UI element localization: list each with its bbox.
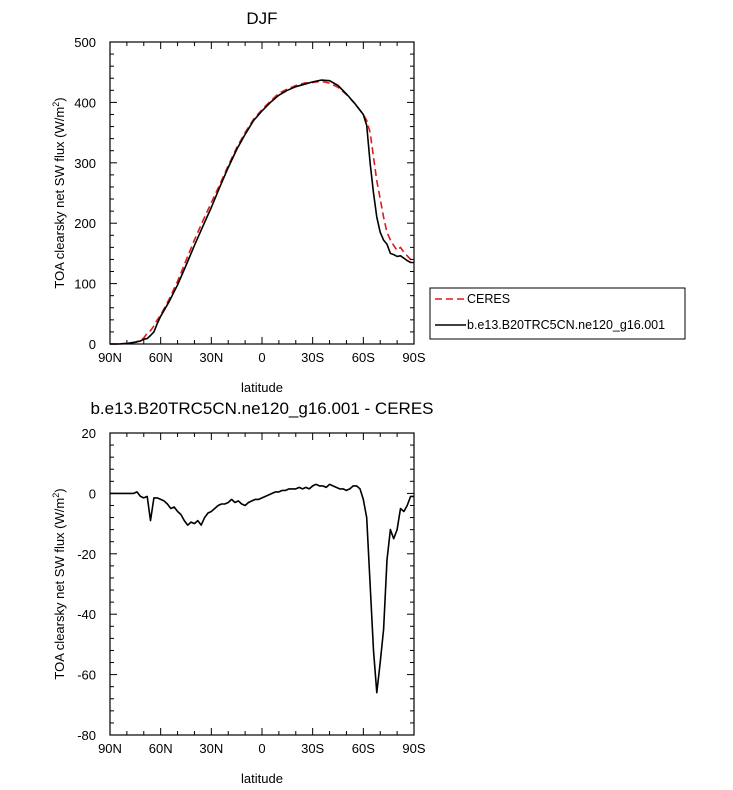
x-tick-label: 0	[258, 350, 265, 365]
x-tick-label: 90S	[402, 350, 425, 365]
y-tick-label: 0	[89, 337, 96, 352]
y-tick-label: 400	[74, 95, 96, 110]
x-tick-label: 30N	[199, 350, 223, 365]
legend-label-model: b.e13.B20TRC5CN.ne120_g16.001	[467, 318, 665, 332]
chart-title: b.e13.B20TRC5CN.ne120_g16.001 - CERES	[90, 399, 433, 418]
legend-box	[429, 287, 686, 340]
legend-label-ceres: CERES	[467, 292, 510, 306]
x-tick-label: 90N	[98, 350, 122, 365]
y-tick-label: 100	[74, 277, 96, 292]
chart-title: DJF	[246, 9, 277, 28]
x-tick-label: 60N	[149, 350, 173, 365]
y-tick-label: 300	[74, 156, 96, 171]
x-tick-label: 30S	[301, 350, 324, 365]
y-tick-label: -20	[77, 547, 96, 562]
y-tick-label: -80	[77, 728, 96, 743]
y-tick-label: 0	[89, 486, 96, 501]
series-line-0	[110, 483, 414, 694]
y-tick-label: 200	[74, 216, 96, 231]
x-tick-label: 30S	[301, 741, 324, 756]
series-line-1	[110, 79, 414, 345]
series-line-0	[110, 80, 415, 345]
series-layer	[110, 79, 415, 345]
legend: CERES b.e13.B20TRC5CN.ne120_g16.001	[429, 287, 686, 340]
y-tick-label: 500	[74, 35, 96, 50]
x-tick-label: 60S	[352, 350, 375, 365]
plot-frame	[109, 432, 415, 736]
x-tick-label: 30N	[199, 741, 223, 756]
difference-panel: b.e13.B20TRC5CN.ne120_g16.001 - CERES 90…	[51, 399, 434, 786]
ticks-layer: 90N 60N 30N 0 30S 60S 90S -80 -60 -40 -20 0 20	[77, 426, 426, 756]
y-axis-label: TOA clearsky net SW flux (W/m2)	[51, 488, 67, 679]
x-tick-label: 0	[258, 741, 265, 756]
x-axis-label: latitude	[241, 771, 283, 786]
y-axis-label: TOA clearsky net SW flux (W/m2)	[51, 97, 67, 288]
series-layer	[110, 483, 414, 694]
x-axis-label: latitude	[241, 380, 283, 395]
x-tick-label: 90N	[98, 741, 122, 756]
y-tick-label: -60	[77, 668, 96, 683]
y-tick-label: -40	[77, 607, 96, 622]
ticks-layer: 90N 60N 30N 0 30S 60S 90S 0 100 200 300 400 500	[74, 35, 426, 365]
plot-frame	[109, 41, 415, 345]
x-tick-label: 60S	[352, 741, 375, 756]
x-tick-label: 90S	[402, 741, 425, 756]
y-tick-label: 20	[82, 426, 96, 441]
x-tick-label: 60N	[149, 741, 173, 756]
djf-flux-panel: DJF 90N 60N 30N 0 30S 60S 90S0100200300400500 …	[51, 9, 426, 395]
